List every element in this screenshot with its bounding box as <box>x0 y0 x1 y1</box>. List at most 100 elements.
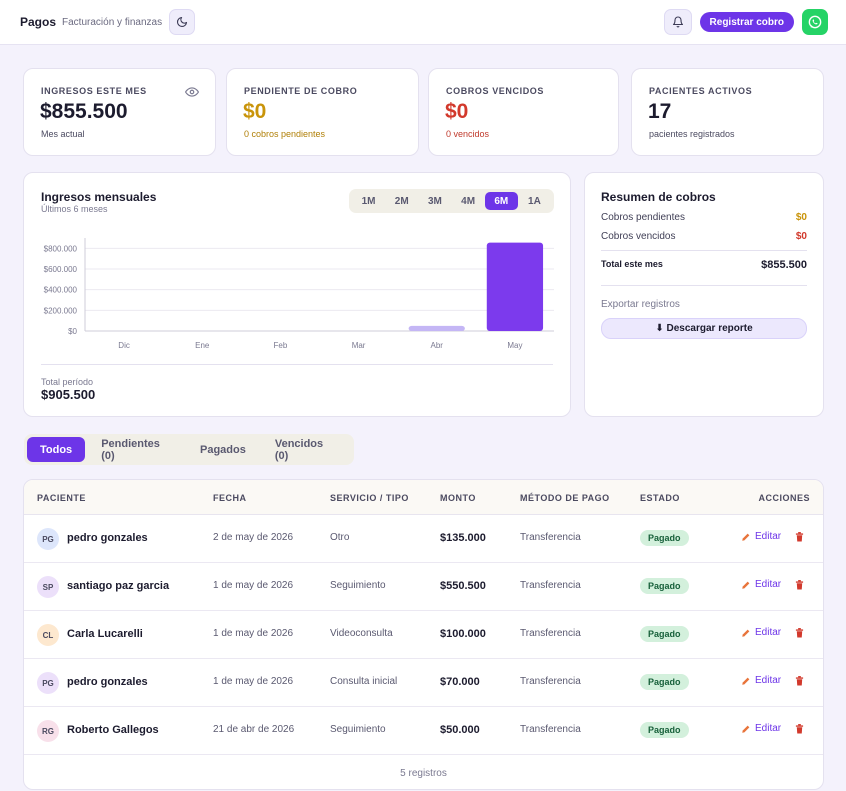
stat-subtext: Mes actual <box>41 129 85 139</box>
summary-label: Cobros vencidos <box>601 231 676 242</box>
bell-icon <box>672 16 683 28</box>
table-row[interactable]: CL Carla Lucarelli 1 de may de 2026 Vide… <box>24 611 823 659</box>
patient-name: pedro gonzales <box>67 532 148 544</box>
stat-label: PENDIENTE DE COBRO <box>244 86 358 96</box>
table-row[interactable]: SP santiago paz garcia 1 de may de 2026 … <box>24 563 823 611</box>
stat-subtext: 0 cobros pendientes <box>244 129 326 139</box>
column-header: FECHA <box>213 493 247 503</box>
table-row[interactable]: PG pedro gonzales 2 de may de 2026 Otro … <box>24 515 823 563</box>
payment-method: Transferencia <box>520 676 581 687</box>
amount: $70.000 <box>440 676 480 688</box>
tab-all[interactable]: Todos <box>27 437 86 462</box>
pencil-icon <box>742 533 750 541</box>
trash-icon[interactable] <box>795 724 804 734</box>
download-report-button[interactable]: ⬇ Descargar reporte <box>601 318 807 339</box>
moon-icon <box>177 16 188 28</box>
x-tick-label: Mar <box>352 341 366 350</box>
stat-card-income: INGRESOS ESTE MES $855.500 Mes actual <box>23 68 216 156</box>
service-type: Seguimiento <box>330 580 386 591</box>
stat-card-patients: PACIENTES ACTIVOS 17 pacientes registrad… <box>631 68 824 156</box>
tab-paid[interactable]: Pagados <box>199 443 246 456</box>
trash-icon[interactable] <box>795 532 804 542</box>
tab-pending[interactable]: Pendientes (0) <box>101 437 160 462</box>
trash-icon[interactable] <box>795 580 804 590</box>
whatsapp-button[interactable] <box>802 9 828 35</box>
patient-name: Carla Lucarelli <box>67 628 143 640</box>
status-badge: Pagado <box>640 722 689 738</box>
range-2m-button[interactable]: 2M <box>394 195 409 207</box>
amount: $50.000 <box>440 724 480 736</box>
range-1a-button[interactable]: 1A <box>528 195 541 207</box>
column-header: ACCIONES <box>758 493 810 503</box>
eye-icon[interactable] <box>185 85 199 99</box>
income-bar-chart: $0 $200.000 $400.000 $600.000 $800.000 Dic Ene… <box>44 238 554 350</box>
amount: $550.500 <box>440 580 486 592</box>
edit-button[interactable]: Editar <box>741 723 781 734</box>
notifications-button[interactable] <box>663 9 692 35</box>
export-label: Exportar registros <box>601 299 680 310</box>
x-tick-label: Dic <box>118 341 130 350</box>
stat-value: $0 <box>243 100 267 123</box>
summary-row-pending: Cobros pendientes $0 <box>601 212 807 223</box>
amount: $135.000 <box>440 532 486 544</box>
y-tick-label: $200.000 <box>44 306 78 315</box>
tab-overdue[interactable]: Vencidos (0) <box>274 437 324 462</box>
range-4m-button[interactable]: 4M <box>461 195 476 207</box>
stat-card-overdue: COBROS VENCIDOS $0 0 vencidos <box>428 68 619 156</box>
status-badge: Pagado <box>640 578 689 594</box>
register-payment-button[interactable]: Registrar cobro <box>699 12 794 32</box>
patient-name: Roberto Gallegos <box>67 724 159 736</box>
top-bar: Pagos Facturación y finanzas Registrar c… <box>0 0 846 45</box>
divider <box>601 250 807 251</box>
theme-toggle-button[interactable] <box>169 9 196 35</box>
trash-icon[interactable] <box>795 676 804 686</box>
payments-summary-card: Resumen de cobros Cobros pendientes $0 C… <box>584 172 824 417</box>
edit-label: Editar <box>755 579 782 590</box>
stat-subtext: 0 vencidos <box>446 129 490 139</box>
edit-button[interactable]: Editar <box>741 579 781 590</box>
edit-label: Editar <box>755 531 782 542</box>
range-1m-button[interactable]: 1M <box>361 195 376 207</box>
payment-date: 2 de may de 2026 <box>213 532 294 543</box>
edit-button[interactable]: Editar <box>741 627 781 638</box>
x-tick-label: Abr <box>431 341 444 350</box>
table-row[interactable]: RG Roberto Gallegos 21 de abr de 2026 Se… <box>24 707 823 755</box>
edit-button[interactable]: Editar <box>741 675 781 686</box>
chart-title: Ingresos mensuales <box>41 190 157 204</box>
trash-icon[interactable] <box>795 628 804 638</box>
edit-button[interactable]: Editar <box>741 531 781 542</box>
monthly-income-card: Ingresos mensuales Últimos 6 meses 1M 2M… <box>23 172 571 417</box>
range-3m-button[interactable]: 3M <box>427 195 442 207</box>
table-header: PACIENTE FECHA SERVICIO / TIPO MONTO MÉT… <box>24 480 823 515</box>
stat-value: $0 <box>445 100 469 123</box>
summary-row-overdue: Cobros vencidos $0 <box>601 231 807 242</box>
table-row[interactable]: PG pedro gonzales 1 de may de 2026 Consu… <box>24 659 823 707</box>
column-header: MONTO <box>440 493 476 503</box>
avatar: RG <box>37 720 59 742</box>
stat-label: INGRESOS ESTE MES <box>41 86 147 96</box>
y-tick-label: $0 <box>68 327 77 336</box>
payment-date: 1 de may de 2026 <box>213 676 294 687</box>
period-total-label: Total período <box>41 377 94 387</box>
status-badge: Pagado <box>640 674 689 690</box>
x-tick-label: Ene <box>195 341 210 350</box>
divider <box>601 285 807 286</box>
pencil-icon <box>742 725 750 733</box>
service-type: Consulta inicial <box>330 676 398 687</box>
pencil-icon <box>742 677 750 685</box>
page-title: Pagos <box>20 15 57 29</box>
stat-value: 17 <box>648 100 672 123</box>
range-selector: 1M 2M 3M 4M 6M 1A <box>349 189 554 213</box>
payment-method: Transferencia <box>520 628 581 639</box>
column-header: ESTADO <box>640 493 680 503</box>
edit-label: Editar <box>755 675 782 686</box>
y-tick-label: $800.000 <box>44 244 78 253</box>
x-tick-label: Feb <box>274 341 288 350</box>
range-6m-button[interactable]: 6M <box>484 192 518 210</box>
summary-value: $855.500 <box>761 259 807 271</box>
divider <box>41 364 553 365</box>
bar-may <box>486 242 544 331</box>
records-count: 5 registros <box>400 768 447 779</box>
patient-name: santiago paz garcia <box>67 580 170 592</box>
column-header: MÉTODO DE PAGO <box>520 493 610 503</box>
